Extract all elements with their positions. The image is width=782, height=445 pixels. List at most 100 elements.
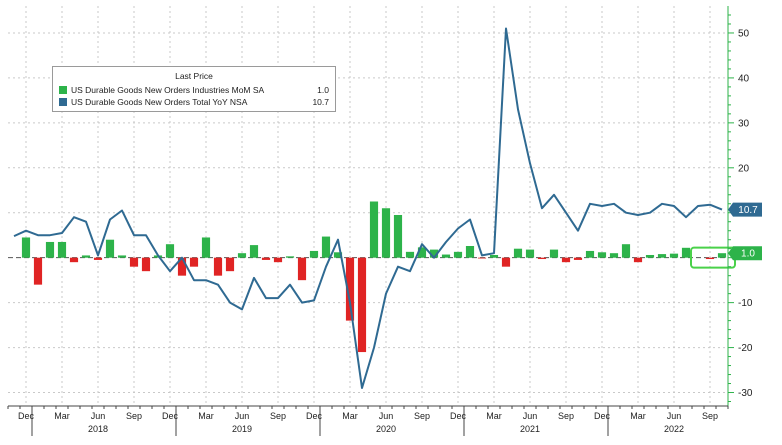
x-year-label: 2018 — [88, 424, 108, 434]
x-tick-label: Sep — [414, 411, 430, 421]
bar — [393, 214, 403, 258]
y-tick-label: -20 — [738, 343, 753, 354]
legend-swatch-yoy — [59, 97, 67, 106]
last-value-tag-text: 1.0 — [741, 249, 755, 260]
bar — [573, 257, 583, 260]
bar — [297, 257, 307, 281]
x-tick-label: Dec — [594, 411, 611, 421]
bar — [213, 257, 223, 276]
last-value-tag — [728, 202, 762, 217]
x-tick-label: Mar — [486, 411, 502, 421]
bar — [597, 252, 607, 258]
x-tick-label: Mar — [630, 411, 646, 421]
legend-value-yoy: 10.7 — [312, 96, 329, 107]
bar — [429, 249, 439, 258]
bar — [321, 236, 331, 258]
bar — [501, 257, 511, 267]
bar — [129, 257, 139, 267]
x-tick-label: Mar — [54, 411, 70, 421]
x-year-label: 2022 — [664, 424, 684, 434]
bar — [585, 250, 595, 258]
y-tick-label: 20 — [738, 163, 750, 174]
bar — [225, 257, 235, 272]
x-tick-label: Dec — [306, 411, 323, 421]
x-tick-label: Sep — [126, 411, 142, 421]
x-tick-label: Mar — [342, 411, 358, 421]
bar — [381, 208, 391, 258]
last-value-tag — [728, 246, 762, 261]
x-tick-label: Jun — [379, 411, 394, 421]
bar — [465, 246, 475, 258]
bar — [417, 247, 427, 258]
bar — [669, 253, 679, 258]
legend-row-mom: US Durable Goods New Orders Industries M… — [59, 84, 329, 95]
bar — [309, 250, 319, 258]
y-tick-label: -30 — [738, 388, 753, 399]
bar — [453, 251, 463, 258]
bar — [525, 249, 535, 258]
bar — [357, 257, 367, 353]
bar — [21, 237, 31, 258]
bar — [57, 241, 67, 258]
bar — [189, 257, 199, 267]
bar — [117, 255, 127, 258]
bar — [285, 256, 295, 258]
y-tick-label: 50 — [738, 28, 750, 39]
bar — [609, 253, 619, 258]
bar — [201, 237, 211, 258]
bar — [45, 241, 55, 258]
bar — [237, 253, 247, 258]
x-year-label: 2020 — [376, 424, 396, 434]
bar — [69, 257, 79, 263]
bar — [489, 254, 499, 258]
bar — [705, 257, 715, 260]
bar — [273, 257, 283, 263]
x-tick-label: Dec — [450, 411, 467, 421]
x-tick-label: Jun — [235, 411, 250, 421]
x-tick-label: Dec — [162, 411, 179, 421]
bar — [405, 251, 415, 258]
bar — [645, 254, 655, 258]
x-year-label: 2019 — [232, 424, 252, 434]
legend-row-yoy: US Durable Goods New Orders Total YoY NS… — [59, 96, 329, 107]
y-tick-label: 30 — [738, 118, 750, 129]
last-value-tag-text: 10.7 — [738, 205, 758, 216]
bar — [549, 249, 559, 258]
bar — [657, 254, 667, 258]
x-tick-label: Dec — [18, 411, 35, 421]
bar — [141, 257, 151, 272]
yoy-line — [13, 27, 723, 389]
x-tick-label: Mar — [198, 411, 214, 421]
bar — [93, 257, 103, 260]
bar — [249, 245, 259, 258]
x-tick-label: Jun — [667, 411, 682, 421]
legend: Last Price US Durable Goods New Orders I… — [52, 66, 336, 112]
bar — [177, 257, 187, 276]
x-year-label: 2021 — [520, 424, 540, 434]
y-tick-label: 40 — [738, 73, 750, 84]
legend-swatch-mom — [59, 85, 67, 94]
bar — [333, 252, 343, 258]
x-tick-label: Jun — [91, 411, 106, 421]
bar — [633, 257, 643, 263]
legend-label-mom: US Durable Goods New Orders Industries M… — [71, 84, 265, 95]
bar — [441, 254, 451, 258]
bar — [537, 257, 547, 260]
y-tick-label: -10 — [738, 298, 753, 309]
bar — [105, 239, 115, 258]
bar — [345, 257, 355, 321]
bar — [261, 257, 271, 260]
x-tick-label: Sep — [702, 411, 718, 421]
x-tick-label: Sep — [270, 411, 286, 421]
bar — [33, 257, 43, 285]
legend-header: Last Price — [175, 71, 213, 81]
bar — [81, 255, 91, 258]
x-tick-label: Sep — [558, 411, 574, 421]
bar — [681, 247, 691, 258]
bar — [369, 201, 379, 258]
bar — [561, 257, 571, 263]
legend-value-mom: 1.0 — [317, 84, 329, 95]
bar — [717, 253, 727, 258]
bar — [165, 244, 175, 258]
legend-label-yoy: US Durable Goods New Orders Total YoY NS… — [71, 96, 248, 107]
